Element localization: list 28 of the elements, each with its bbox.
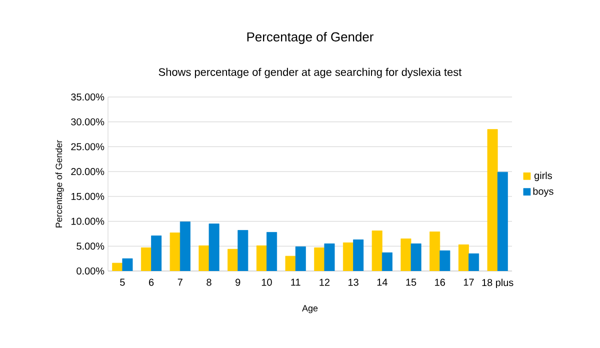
x-tick-label: 17 xyxy=(464,278,474,286)
x-tick-label: 9 xyxy=(236,278,240,286)
chart-subtitle: Shows percentage of gender at age searching for dyslexia test xyxy=(158,68,462,78)
x-tick-label: 13 xyxy=(348,278,358,286)
x-tick-label: 18 plus xyxy=(482,278,514,288)
y-tick-label: 35.00% xyxy=(71,93,104,101)
y-tick-label: 30.00% xyxy=(71,118,104,126)
x-tick-label: 7 xyxy=(178,278,182,286)
y-tick-label: 0.00% xyxy=(76,267,104,275)
x-tick-label: 10 xyxy=(262,278,272,286)
legend-label: boys xyxy=(533,187,554,197)
x-tick-label: 16 xyxy=(435,278,445,286)
x-axis-title: Age xyxy=(302,305,318,314)
y-tick-label: 20.00% xyxy=(71,168,104,176)
x-tick-label: 11 xyxy=(291,278,300,286)
x-tick-label: 8 xyxy=(206,278,212,286)
chart-title: Percentage of Gender xyxy=(247,32,374,44)
y-tick-label: 5.00% xyxy=(76,242,104,250)
x-tick-label: 12 xyxy=(320,278,330,286)
y-tick-label: 25.00% xyxy=(71,143,104,150)
y-axis-title: Percentage of Gender xyxy=(55,140,64,228)
x-tick-label: 6 xyxy=(149,278,154,286)
x-tick-label: 14 xyxy=(377,278,388,286)
y-tick-label: 15.00% xyxy=(71,192,104,200)
legend-label: girls xyxy=(534,172,552,182)
y-tick-label: 10.00% xyxy=(71,218,104,225)
x-tick-label: 5 xyxy=(120,278,125,286)
x-tick-label: 15 xyxy=(406,278,416,286)
